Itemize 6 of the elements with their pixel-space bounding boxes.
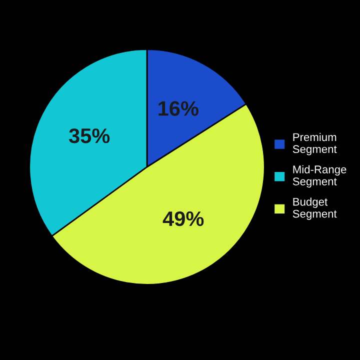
data-label: 16%	[158, 101, 198, 116]
data-label: 35%	[68, 128, 110, 144]
legend-label: Mid-Range Segment	[292, 165, 346, 188]
data-label: 49%	[162, 211, 204, 226]
legend-label: Premium Segment	[292, 132, 337, 156]
legend-label: Budget Segment	[292, 198, 337, 220]
